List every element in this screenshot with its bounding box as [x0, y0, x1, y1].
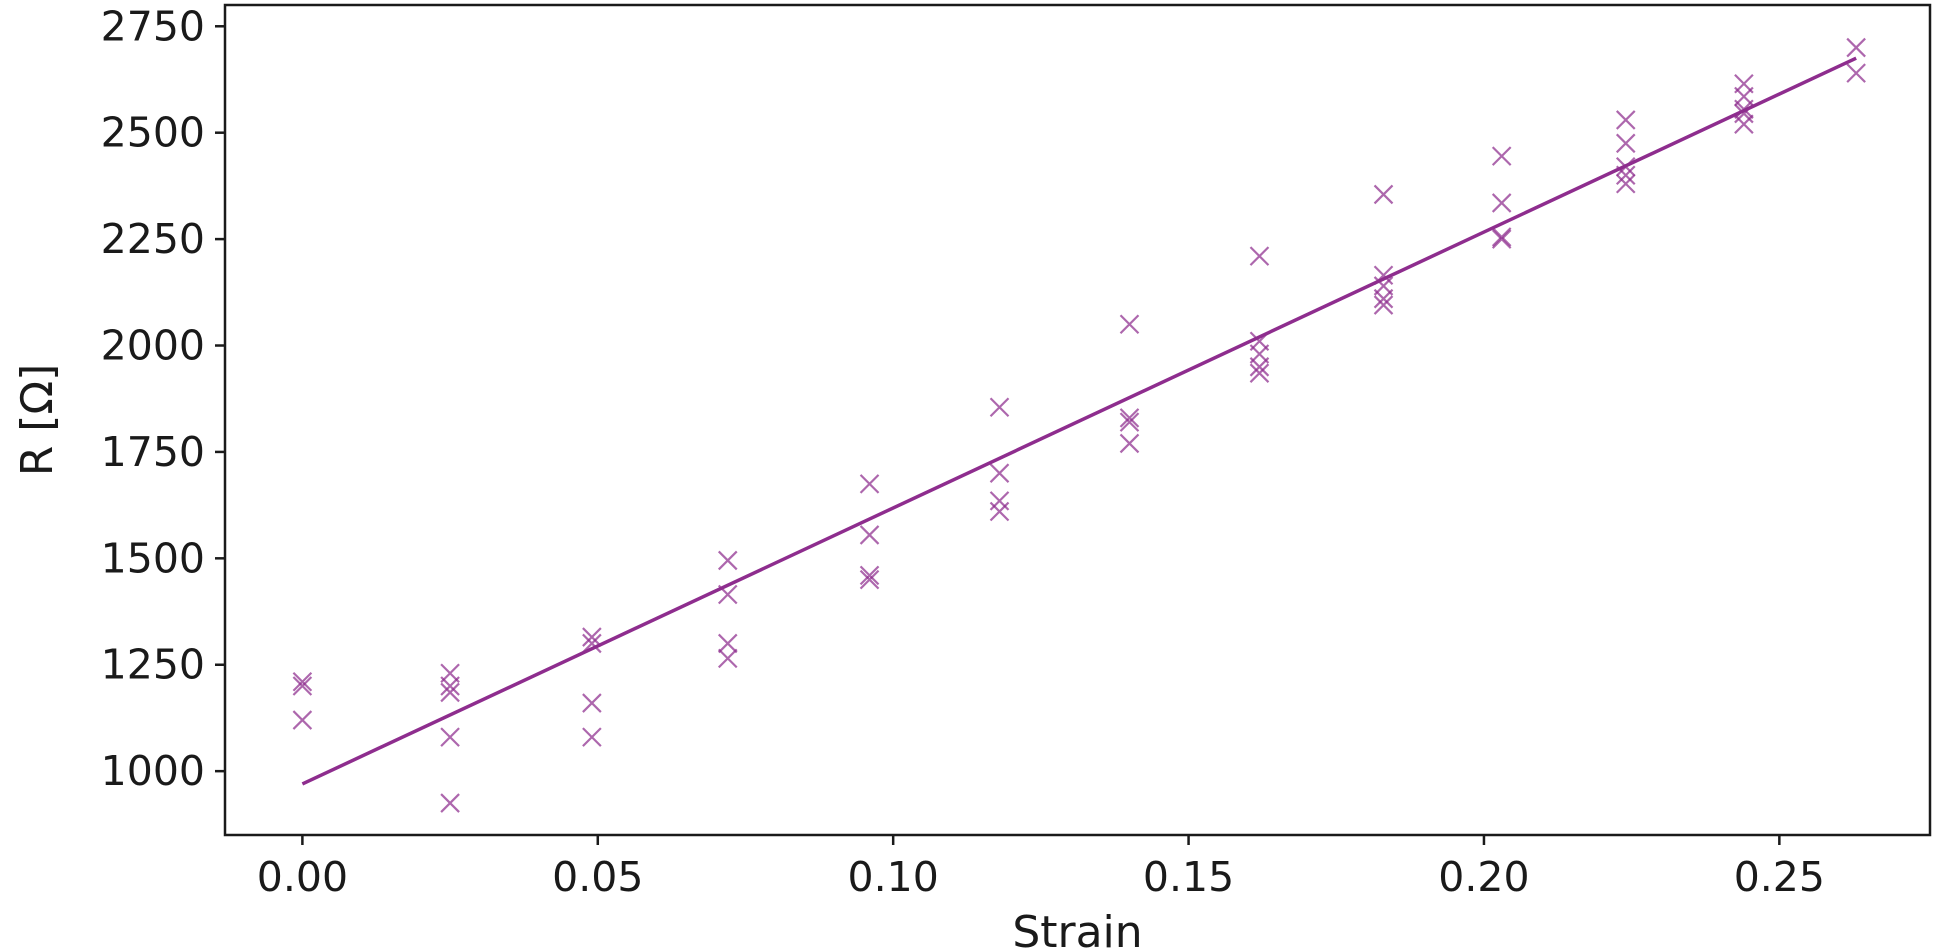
y-tick-label: 1750 [101, 428, 205, 476]
y-tick-label: 2750 [101, 2, 205, 50]
data-point [1249, 363, 1270, 383]
data-point [292, 710, 313, 730]
y-tick-label: 1500 [101, 534, 205, 582]
data-point [989, 501, 1010, 522]
data-point [1491, 146, 1512, 166]
data-point [859, 569, 880, 590]
data-point [440, 682, 460, 703]
data-point [440, 793, 460, 813]
data-point [1373, 288, 1394, 309]
y-tick-label: 2250 [101, 215, 205, 263]
data-markers [292, 37, 1866, 813]
x-tick-label: 0.10 [848, 853, 939, 901]
x-tick-label: 0.25 [1734, 853, 1825, 901]
data-point [1119, 412, 1140, 432]
data-point [989, 463, 1010, 483]
data-point [859, 525, 880, 545]
data-point [989, 491, 1010, 511]
y-axis: 1000 1250 1500 1750 2000 2250 2500 2750 [101, 2, 225, 795]
data-point [1119, 433, 1140, 454]
data-point [440, 676, 460, 696]
y-tick-label: 2000 [101, 322, 205, 370]
x-tick-label: 0.15 [1143, 853, 1234, 901]
data-point [440, 727, 460, 747]
data-point [582, 727, 602, 747]
data-point [717, 550, 738, 571]
data-point [1615, 133, 1636, 154]
data-point [1615, 110, 1636, 130]
y-tick-label: 1000 [101, 747, 205, 795]
data-point [717, 648, 738, 669]
data-point [1491, 227, 1512, 247]
data-point [989, 397, 1010, 418]
data-point [859, 474, 880, 494]
data-point [1119, 314, 1140, 335]
data-point [1249, 357, 1270, 377]
y-tick-label: 2500 [101, 109, 205, 157]
data-point [1846, 63, 1866, 83]
fit-line [301, 56, 1857, 786]
data-point [1491, 193, 1512, 213]
data-point [717, 633, 738, 654]
data-point [1846, 37, 1866, 58]
data-point [292, 671, 313, 692]
data-point [1249, 246, 1270, 266]
x-tick-label: 0.00 [257, 853, 348, 901]
data-point [582, 693, 602, 713]
data-point [292, 676, 313, 696]
data-point [1373, 295, 1394, 315]
x-axis: 0.00 0.05 0.10 0.15 0.20 0.25 [257, 835, 1825, 901]
y-tick-label: 1250 [101, 641, 205, 689]
data-point [582, 633, 602, 654]
x-tick-label: 0.20 [1438, 853, 1529, 901]
y-axis-label: R [Ω] [12, 364, 63, 477]
x-axis-label: Strain [1012, 907, 1142, 952]
fit-line-group [301, 56, 1857, 786]
plot-frame [223, 3, 1932, 837]
data-point [1373, 184, 1394, 205]
x-tick-label: 0.05 [552, 853, 643, 901]
data-point [1491, 229, 1512, 249]
data-point [1615, 173, 1636, 194]
data-point [1734, 114, 1754, 134]
data-point [859, 565, 880, 586]
data-point [582, 627, 602, 647]
data-point [1119, 408, 1140, 428]
